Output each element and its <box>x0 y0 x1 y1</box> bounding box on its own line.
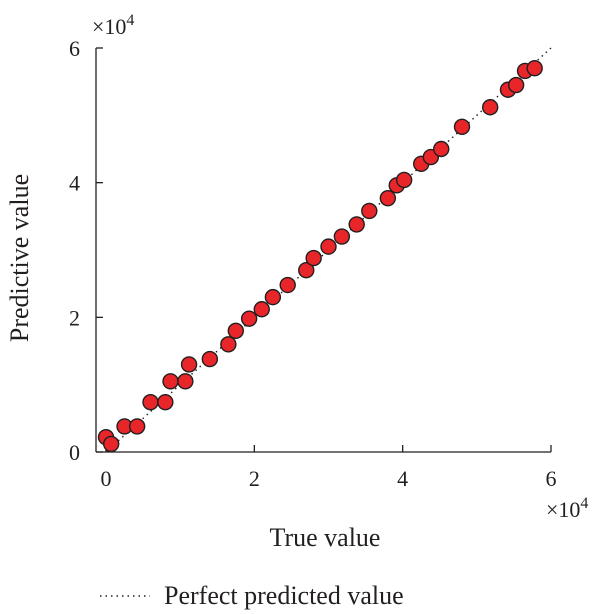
x-tick-label: 6 <box>546 466 557 491</box>
data-point <box>433 140 450 158</box>
data-point <box>128 418 146 435</box>
data-point <box>348 216 365 233</box>
x-axis-title: True value <box>270 523 381 552</box>
data-point <box>361 202 378 220</box>
data-point <box>507 76 525 94</box>
data-point <box>320 238 337 255</box>
x-tick-label: 2 <box>249 466 260 491</box>
data-point <box>379 189 397 207</box>
y-tick-label: 0 <box>69 440 80 465</box>
legend-label: Perfect predicted value <box>164 581 404 610</box>
data-point <box>162 373 179 390</box>
data-point <box>453 118 471 135</box>
y-tick-label: 4 <box>69 171 80 196</box>
data-point <box>333 228 351 245</box>
y-tick-label: 2 <box>69 305 80 330</box>
y-axis-title: Predictive value <box>5 174 34 342</box>
data-point <box>253 301 270 318</box>
data-point <box>201 350 219 368</box>
data-point <box>142 393 159 411</box>
data-point <box>481 99 499 116</box>
data-point <box>305 249 322 267</box>
data-point <box>177 373 194 390</box>
data-point <box>240 310 258 327</box>
x-tick-label: 4 <box>397 466 408 491</box>
data-point <box>102 435 120 453</box>
y-ticks: 0 2 4 6 <box>69 36 103 465</box>
legend: Perfect predicted value <box>100 581 404 610</box>
axes <box>95 48 551 453</box>
data-point <box>157 393 174 411</box>
data-point <box>526 59 543 77</box>
data-point <box>395 171 413 189</box>
x-tick-label: 0 <box>101 466 112 491</box>
data-point <box>220 336 237 353</box>
data-point <box>279 276 296 294</box>
data-point <box>227 322 244 339</box>
data-point <box>180 356 198 373</box>
data-points <box>97 59 543 453</box>
y-axis-multiplier: ×104 <box>92 12 134 39</box>
y-tick-label: 6 <box>69 36 80 61</box>
x-axis-multiplier: ×104 <box>546 495 588 522</box>
data-point <box>264 288 282 306</box>
data-point <box>298 262 315 279</box>
